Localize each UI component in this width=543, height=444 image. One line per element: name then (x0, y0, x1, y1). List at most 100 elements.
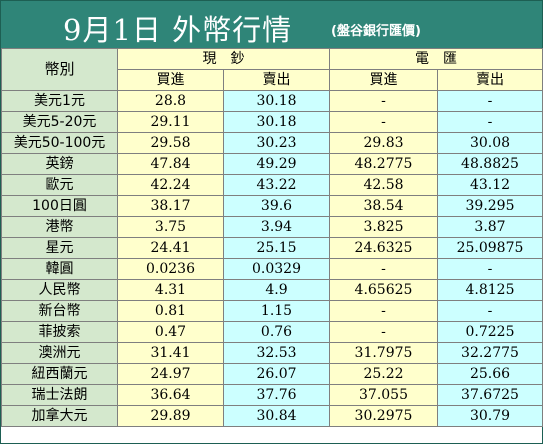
wire-sell-cell: 39.295 (437, 195, 543, 217)
wire-sell-cell: 0.7225 (437, 321, 543, 343)
wire-sell-cell: - (437, 90, 543, 112)
table-row: 歐元 42.24 43.22 42.58 43.12 (1, 174, 543, 196)
table-row: 英鎊 47.84 49.29 48.2775 48.8825 (1, 153, 543, 175)
wire-sell-cell: 48.8825 (437, 153, 543, 175)
cash-buy-cell: 47.84 (117, 153, 224, 175)
cash-sell-cell: 25.15 (223, 237, 330, 259)
cash-buy-cell: 24.97 (117, 363, 224, 385)
cash-sell-cell: 30.18 (223, 90, 330, 112)
wire-sell-cell: 43.12 (437, 174, 543, 196)
wire-buy-cell: 31.7975 (329, 342, 438, 364)
cash-buy-cell: 29.58 (117, 132, 224, 154)
wire-buy-cell: - (329, 258, 438, 280)
currency-cell: 新台幣 (1, 300, 118, 322)
cash-sell-cell: 0.0329 (223, 258, 330, 280)
wire-sell-cell: 3.87 (437, 216, 543, 238)
wire-buy-cell: 42.58 (329, 174, 438, 196)
wire-sell-cell: 4.8125 (437, 279, 543, 301)
group-header-wire: 電 匯 (329, 48, 543, 70)
wire-sell-cell: 30.08 (437, 132, 543, 154)
cash-sell-cell: 30.84 (223, 405, 330, 427)
currency-cell: 人民幣 (1, 279, 118, 301)
currency-cell: 菲披索 (1, 321, 118, 343)
cash-sell-cell: 32.53 (223, 342, 330, 364)
table-row: 美元1元 28.8 30.18- - (1, 90, 543, 112)
table-row: 美元5-20元 29.11 30.18- - (1, 111, 543, 133)
cash-buy-cell: 0.81 (117, 300, 224, 322)
subheader-cash-buy: 買進 (117, 69, 224, 91)
cash-buy-cell: 3.75 (117, 216, 224, 238)
cash-buy-cell: 36.64 (117, 384, 224, 406)
cash-sell-cell: 37.76 (223, 384, 330, 406)
currency-cell: 英鎊 (1, 153, 118, 175)
cash-buy-cell: 29.89 (117, 405, 224, 427)
table-row: 100日圓 38.17 39.6 38.54 39.295 (1, 195, 543, 217)
wire-sell-cell: - (437, 258, 543, 280)
currency-cell: 加拿大元 (1, 405, 118, 427)
currency-cell: 歐元 (1, 174, 118, 196)
currency-cell: 美元5-20元 (1, 111, 118, 133)
cash-sell-cell: 43.22 (223, 174, 330, 196)
cash-buy-cell: 38.17 (117, 195, 224, 217)
table-row: 菲披索 0.47 0.76-0.7225 (1, 321, 543, 343)
wire-buy-cell: 48.2775 (329, 153, 438, 175)
cash-sell-cell: 26.07 (223, 363, 330, 385)
page-subtitle: (盤谷銀行匯價) (331, 24, 421, 39)
table-row: 美元50-100元 29.58 30.23 29.83 30.08 (1, 132, 543, 154)
cash-sell-cell: 1.15 (223, 300, 330, 322)
table-row: 港幣 3.75 3.94 3.825 3.87 (1, 216, 543, 238)
cash-buy-cell: 0.47 (117, 321, 224, 343)
wire-buy-cell: - (329, 111, 438, 133)
table-row: 韓圓 0.0236 0.0329- - (1, 258, 543, 280)
wire-sell-cell: - (437, 300, 543, 322)
cash-sell-cell: 3.94 (223, 216, 330, 238)
subheader-wire-sell: 賣出 (437, 69, 543, 91)
group-header-cash: 現 鈔 (117, 48, 330, 70)
cash-sell-cell: 49.29 (223, 153, 330, 175)
group-header-row: 幣別 現 鈔 電 匯 (1, 48, 543, 91)
currency-column-header: 幣別 (1, 48, 118, 91)
cash-buy-cell: 0.0236 (117, 258, 224, 280)
currency-cell: 美元50-100元 (1, 132, 118, 154)
subheader-row: 買進 賣出 買進 賣出 (2, 69, 543, 91)
wire-sell-cell: 32.2775 (437, 342, 543, 364)
wire-sell-cell: 25.66 (437, 363, 543, 385)
title-bar: 9月1日 外幣行情 (盤谷銀行匯價) (1, 1, 542, 48)
table-row: 新台幣 0.81 1.15- - (1, 300, 543, 322)
subheader-wire-buy: 買進 (329, 69, 438, 91)
table-row: 澳洲元 31.41 32.53 31.7975 32.2775 (1, 342, 543, 364)
currency-cell: 美元1元 (1, 90, 118, 112)
currency-cell: 港幣 (1, 216, 118, 238)
wire-buy-cell: 25.22 (329, 363, 438, 385)
wire-buy-cell: 38.54 (329, 195, 438, 217)
wire-buy-cell: 37.055 (329, 384, 438, 406)
wire-buy-cell: - (329, 90, 438, 112)
currency-cell: 星元 (1, 237, 118, 259)
currency-cell: 紐西蘭元 (1, 363, 118, 385)
cash-buy-cell: 29.11 (117, 111, 224, 133)
currency-cell: 韓圓 (1, 258, 118, 280)
cash-sell-cell: 4.9 (223, 279, 330, 301)
table-row: 瑞士法朗 36.64 37.76 37.055 37.6725 (1, 384, 543, 406)
currency-cell: 100日圓 (1, 195, 118, 217)
table-row: 人民幣 4.31 4.9 4.65625 4.8125 (1, 279, 543, 301)
wire-sell-cell: - (437, 111, 543, 133)
table-row: 紐西蘭元 24.97 26.07 25.22 25.66 (1, 363, 543, 385)
wire-buy-cell: 3.825 (329, 216, 438, 238)
wire-buy-cell: 4.65625 (329, 279, 438, 301)
page-title: 9月1日 外幣行情 (63, 13, 293, 47)
currency-cell: 澳洲元 (1, 342, 118, 364)
table-row: 星元 24.41 25.15 24.6325 25.09875 (1, 237, 543, 259)
cash-buy-cell: 31.41 (117, 342, 224, 364)
cash-buy-cell: 24.41 (117, 237, 224, 259)
wire-buy-cell: 29.83 (329, 132, 438, 154)
cash-sell-cell: 0.76 (223, 321, 330, 343)
subheader-cash-sell: 賣出 (223, 69, 330, 91)
wire-buy-cell: 30.2975 (329, 405, 438, 427)
cash-sell-cell: 30.23 (223, 132, 330, 154)
wire-sell-cell: 30.79 (437, 405, 543, 427)
wire-buy-cell: - (329, 321, 438, 343)
wire-sell-cell: 25.09875 (437, 237, 543, 259)
cash-buy-cell: 4.31 (117, 279, 224, 301)
